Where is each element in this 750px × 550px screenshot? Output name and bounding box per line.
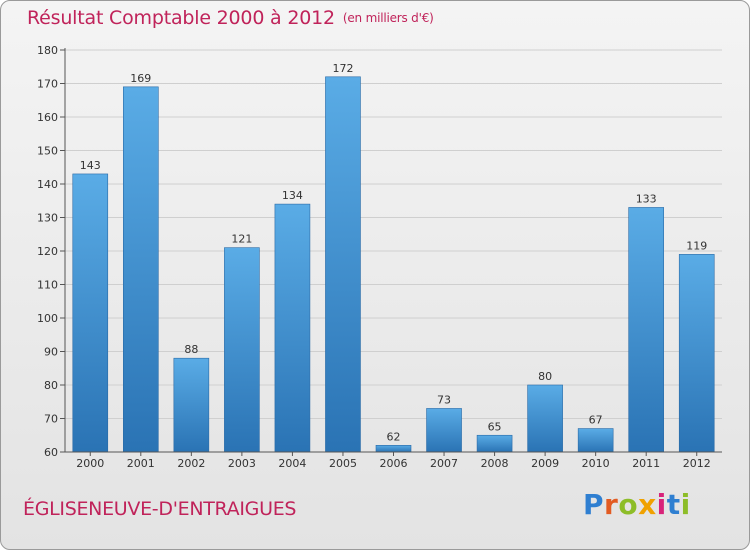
logo-letter: i xyxy=(656,488,667,521)
x-tick-label: 2009 xyxy=(531,457,559,470)
bar-2012 xyxy=(678,254,715,453)
y-axis: 60 70 80 90 100 110 120 130 140 150 160 170 180 xyxy=(37,44,66,459)
bar-2000 xyxy=(72,173,109,453)
y-tick-label: 180 xyxy=(37,44,58,57)
y-tick-label: 110 xyxy=(37,279,58,292)
x-tick-label: 2007 xyxy=(430,457,458,470)
bar-2009 xyxy=(527,384,563,453)
x-tick-label: 2003 xyxy=(228,457,256,470)
x-tick-label: 2008 xyxy=(481,457,509,470)
logo-letter: t xyxy=(666,488,681,521)
title-text: Résultat Comptable 2000 à 2012 xyxy=(27,7,335,29)
bar-2002 xyxy=(173,357,210,453)
grid-lines xyxy=(65,49,722,453)
bar-2007 xyxy=(426,408,462,453)
x-tick-label: 2012 xyxy=(683,457,711,470)
bar-2004 xyxy=(274,203,311,453)
chart-title: Résultat Comptable 2000 à 2012 (en millie… xyxy=(27,7,434,29)
bar-value-label: 133 xyxy=(636,192,657,205)
y-tick-label: 70 xyxy=(44,413,58,426)
x-tick-label: 2002 xyxy=(177,457,205,470)
bar-2006 xyxy=(375,444,412,453)
y-tick-label: 80 xyxy=(44,379,58,392)
bar-value-label: 65 xyxy=(488,420,502,433)
y-tick-label: 150 xyxy=(37,145,58,158)
x-tick-label: 2001 xyxy=(127,457,155,470)
bar-value-label: 73 xyxy=(437,393,451,406)
y-tick-label: 60 xyxy=(44,446,58,459)
title-unit: (en milliers d'€) xyxy=(342,11,434,25)
commune-name: ÉGLISENEUVE-D'ENTRAIGUES xyxy=(23,498,297,520)
bar-2001 xyxy=(123,86,159,453)
bar-2003 xyxy=(224,247,260,453)
y-tick-label: 160 xyxy=(37,111,58,124)
bar-2011 xyxy=(628,207,664,453)
bar-value-label: 134 xyxy=(282,189,303,202)
bar-value-label: 88 xyxy=(184,343,198,356)
bar-2005 xyxy=(325,76,361,453)
x-tick-label: 2004 xyxy=(278,457,306,470)
x-axis: 2000 2001 2002 2003 2004 2005 2006 2007 2008 2009… xyxy=(65,451,722,470)
y-tick-label: 120 xyxy=(37,245,58,258)
y-tick-label: 170 xyxy=(37,78,58,91)
y-tick-label: 140 xyxy=(37,178,58,191)
y-tick-label: 90 xyxy=(44,346,58,359)
bar-value-label: 67 xyxy=(589,414,603,427)
bar-value-label: 121 xyxy=(231,233,252,246)
logo-letter: P xyxy=(583,488,605,521)
bar-value-label: 169 xyxy=(130,72,151,85)
x-tick-label: 2006 xyxy=(380,457,408,470)
bars: 143 169 88 121 134 172 62 73 65 80 67 133 119 xyxy=(72,62,715,453)
y-tick-label: 100 xyxy=(37,312,58,325)
x-tick-label: 2005 xyxy=(329,457,357,470)
y-tick-label: 130 xyxy=(37,212,58,225)
bar-value-label: 80 xyxy=(538,370,552,383)
logo-letter: x xyxy=(638,488,657,521)
proxiti-logo: Proxiti xyxy=(583,488,691,521)
bar-value-label: 62 xyxy=(387,430,401,443)
bar-value-label: 143 xyxy=(80,159,101,172)
x-tick-label: 2011 xyxy=(632,457,660,470)
logo-letter: o xyxy=(618,488,639,521)
bar-value-label: 172 xyxy=(332,62,353,75)
logo-letter: i xyxy=(680,488,691,521)
x-tick-label: 2000 xyxy=(76,457,104,470)
bar-2010 xyxy=(577,428,614,453)
x-tick-label: 2010 xyxy=(582,457,610,470)
bar-2008 xyxy=(476,434,513,453)
logo-letter: r xyxy=(604,488,619,521)
bar-value-label: 119 xyxy=(686,239,707,252)
